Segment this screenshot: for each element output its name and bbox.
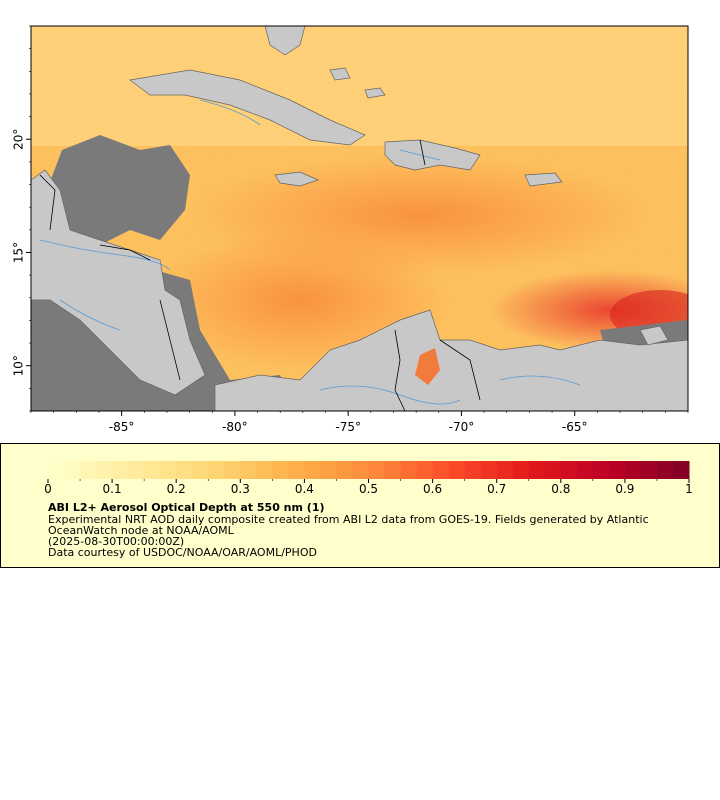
colorbar-segment bbox=[96, 461, 113, 479]
x-tick-label: -75° bbox=[335, 420, 361, 434]
x-tick-label: -65° bbox=[562, 420, 588, 434]
colorbar-tick-label: 0.9 bbox=[615, 482, 634, 496]
aod-map: -85° -80° -75° -70° -65° 20° 15° 10° bbox=[12, 25, 689, 434]
y-axis: 20° 15° 10° bbox=[12, 25, 31, 412]
colorbar-segment bbox=[560, 461, 578, 479]
colorbar-tick-label: 0.6 bbox=[423, 482, 442, 496]
colorbar-segment bbox=[624, 461, 642, 479]
y-tick-label: 20° bbox=[12, 129, 26, 150]
colorbar-tick-label: 0.3 bbox=[231, 482, 250, 496]
colorbar-segment bbox=[544, 461, 562, 479]
colorbar-segment bbox=[256, 461, 273, 479]
colorbar-tick-label: 0.5 bbox=[359, 482, 378, 496]
colorbar-segment bbox=[224, 461, 241, 479]
legend-title: ABI L2+ Aerosol Optical Depth at 550 nm … bbox=[48, 501, 325, 514]
colorbar-segment bbox=[608, 461, 626, 479]
legend-description-2: OceanWatch node at NOAA/AOML bbox=[48, 524, 234, 537]
colorbar-segment bbox=[480, 461, 498, 479]
colorbar-segment bbox=[352, 461, 369, 479]
colorbar-segment bbox=[160, 461, 177, 479]
colorbar-segment bbox=[656, 461, 674, 479]
legend: 0 0.1 0.2 0.3 0.4 0.5 0.6 0.7 0.8 0.9 1 ABI L2+ Ae… bbox=[0, 443, 720, 568]
colorbar-segment bbox=[80, 461, 97, 479]
colorbar-segment bbox=[432, 461, 450, 479]
country-borders bbox=[39, 139, 481, 411]
colorbar-segment bbox=[240, 461, 257, 479]
colorbar-segment bbox=[576, 461, 594, 479]
colorbar-segment bbox=[384, 461, 402, 479]
colorbar-segment bbox=[192, 461, 209, 479]
colorbar-segment bbox=[112, 461, 129, 479]
x-tick-label: -80° bbox=[222, 420, 248, 434]
colorbar-segment bbox=[416, 461, 434, 479]
colorbar-segment bbox=[64, 461, 81, 479]
colorbar-ticks: 0 0.1 0.2 0.3 0.4 0.5 0.6 0.7 0.8 0.9 1 bbox=[44, 479, 693, 496]
colorbar-segment bbox=[512, 461, 530, 479]
colorbar-tick-label: 0.4 bbox=[295, 482, 314, 496]
colorbar-segment bbox=[592, 461, 610, 479]
x-tick-label: -70° bbox=[449, 420, 475, 434]
missing-data-area bbox=[45, 135, 190, 245]
y-tick-label: 15° bbox=[12, 242, 26, 263]
colorbar-tick-label: 0.7 bbox=[487, 482, 506, 496]
colorbar-tick-label: 0 bbox=[44, 482, 52, 496]
y-tick-label: 10° bbox=[12, 355, 26, 376]
colorbar-segment bbox=[208, 461, 225, 479]
colorbar-segment bbox=[464, 461, 482, 479]
colorbar-segment bbox=[400, 461, 418, 479]
map-frame bbox=[30, 25, 689, 412]
x-tick-label: -85° bbox=[109, 420, 135, 434]
colorbar-segment bbox=[320, 461, 337, 479]
colorbar-tick-label: 0.8 bbox=[551, 482, 570, 496]
colorbar-segment bbox=[368, 461, 386, 479]
legend-description: Experimental NRT AOD daily composite cre… bbox=[48, 513, 649, 526]
colorbar-segment bbox=[48, 461, 65, 479]
legend-timestamp: (2025-08-30T00:00:00Z) bbox=[48, 535, 185, 548]
colorbar-segment bbox=[528, 461, 546, 479]
colorbar-segment bbox=[336, 461, 353, 479]
colorbar-segment bbox=[496, 461, 514, 479]
rivers bbox=[39, 99, 581, 405]
colorbar-segment bbox=[176, 461, 193, 479]
colorbar-tick-label: 0.1 bbox=[103, 482, 122, 496]
x-axis: -85° -80° -75° -70° -65° bbox=[30, 411, 689, 434]
land-masses bbox=[31, 26, 688, 411]
colorbar-segment bbox=[288, 461, 305, 479]
colorbar-tick-label: 1 bbox=[685, 482, 693, 496]
colorbar bbox=[48, 461, 690, 479]
colorbar-segment bbox=[448, 461, 466, 479]
colorbar-segment bbox=[144, 461, 161, 479]
colorbar-segment bbox=[672, 461, 690, 479]
colorbar-segment bbox=[640, 461, 658, 479]
colorbar-segment bbox=[304, 461, 321, 479]
legend-credit: Data courtesy of USDOC/NOAA/OAR/AOML/PHO… bbox=[48, 546, 317, 559]
colorbar-segment bbox=[272, 461, 289, 479]
colorbar-tick-label: 0.2 bbox=[167, 482, 186, 496]
colorbar-segment bbox=[128, 461, 145, 479]
